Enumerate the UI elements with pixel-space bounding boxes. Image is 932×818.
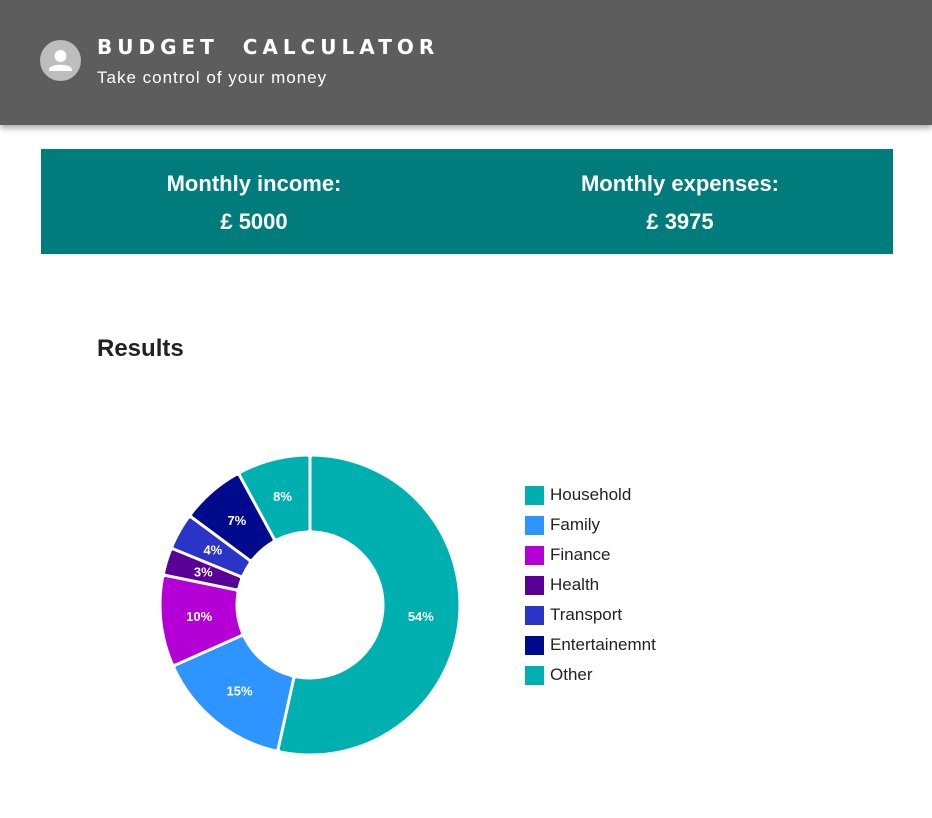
app-subtitle: Take control of your money: [97, 68, 328, 87]
legend-label: Household: [550, 485, 632, 504]
donut-slice-family[interactable]: [175, 637, 293, 750]
app-header: BUDGET CALCULATOR Take control of your m…: [0, 0, 932, 125]
legend-item-other[interactable]: Other: [525, 660, 656, 690]
app-title: BUDGET CALCULATOR: [97, 35, 440, 59]
expenses-value: £ 3975: [646, 209, 714, 234]
slice-percent-label: 3%: [194, 565, 213, 580]
slice-percent-label: 4%: [203, 542, 222, 557]
legend-swatch: [525, 665, 544, 685]
legend-swatch: [525, 635, 544, 655]
legend-swatch: [525, 515, 544, 535]
income-label: Monthly income:: [166, 171, 342, 196]
legend-label: Other: [550, 665, 593, 684]
slice-percent-label: 15%: [227, 683, 253, 698]
donut-slice-entertainemnt[interactable]: [192, 475, 273, 559]
legend-item-entertainemnt[interactable]: Entertainemnt: [525, 630, 656, 660]
legend-swatch: [525, 605, 544, 625]
legend-swatch: [525, 485, 544, 505]
expenses-label: Monthly expenses:: [580, 171, 780, 196]
person-icon: [49, 50, 72, 71]
slice-percent-label: 10%: [186, 609, 212, 624]
results-heading: Results: [97, 335, 184, 362]
slice-percent-label: 8%: [273, 489, 292, 504]
budget-summary: Monthly income: £ 5000 Monthly expenses:…: [41, 149, 893, 254]
legend-item-finance[interactable]: Finance: [525, 540, 656, 570]
donut-slice-transport[interactable]: [173, 518, 249, 575]
expenses-donut-chart: 54% 15% 10% 3% 4% 7% 8%: [161, 456, 459, 754]
donut-slice-finance[interactable]: [161, 576, 241, 664]
legend-item-household[interactable]: Household: [525, 480, 656, 510]
legend-label: Health: [550, 575, 600, 594]
income-value: £ 5000: [220, 209, 288, 234]
expenses-summary: Monthly expenses: £ 3975: [467, 171, 893, 235]
legend-label: Transport: [550, 605, 623, 624]
donut-slice-household[interactable]: [279, 456, 459, 754]
legend-swatch: [525, 545, 544, 565]
chart-legend: Household Family Finance Health Transport Ent…: [525, 480, 656, 690]
donut-slice-health[interactable]: [165, 550, 241, 589]
legend-label: Finance: [550, 545, 611, 564]
legend-item-health[interactable]: Health: [525, 570, 656, 600]
legend-item-transport[interactable]: Transport: [525, 600, 656, 630]
donut-slice-other[interactable]: [240, 456, 309, 539]
slice-percent-label: 7%: [227, 513, 246, 528]
legend-item-family[interactable]: Family: [525, 510, 656, 540]
avatar[interactable]: [40, 40, 81, 81]
slice-percent-label: 54%: [408, 609, 434, 624]
legend-swatch: [525, 575, 544, 595]
legend-label: Family: [550, 515, 601, 534]
legend-label: Entertainemnt: [550, 635, 656, 654]
income-summary: Monthly income: £ 5000: [41, 171, 467, 235]
